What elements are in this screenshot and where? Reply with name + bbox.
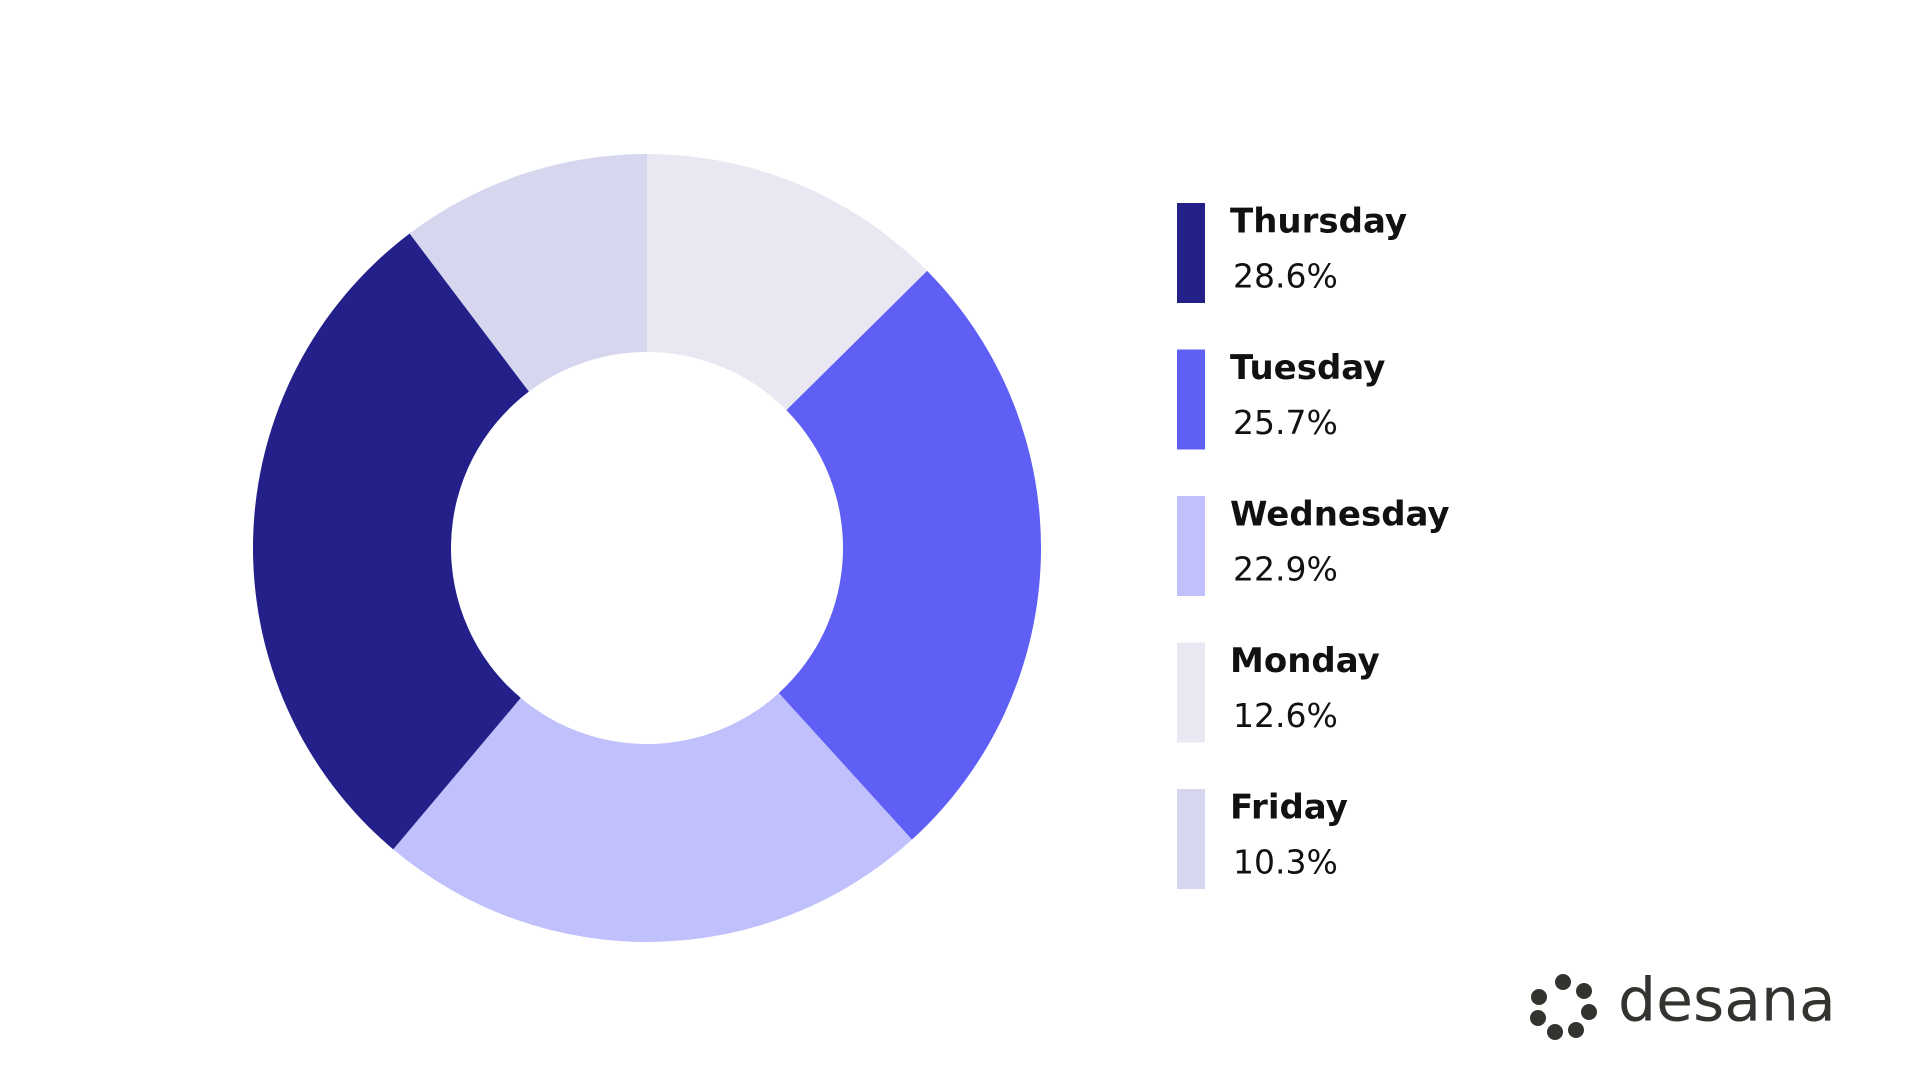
logo-dot	[1555, 974, 1571, 990]
legend-swatch	[1177, 349, 1205, 450]
legend-label: Monday	[1230, 641, 1380, 681]
legend-value: 22.9%	[1233, 550, 1338, 589]
slice	[252, 233, 529, 850]
logo-dot	[1530, 1010, 1546, 1026]
slice	[409, 154, 647, 392]
slice	[647, 154, 928, 411]
slice	[393, 693, 912, 942]
legend-label: Thursday	[1230, 202, 1407, 242]
legend-value: 28.6%	[1233, 257, 1338, 296]
legend-value: 25.7%	[1233, 403, 1338, 442]
legend-label: Friday	[1230, 788, 1348, 828]
legend-label: Wednesday	[1230, 495, 1450, 535]
legend-swatch	[1177, 642, 1205, 743]
logo: desana	[1530, 966, 1836, 1040]
legend-label: Tuesday	[1230, 348, 1385, 388]
logo-dot	[1581, 1004, 1597, 1020]
logo-dot	[1576, 983, 1592, 999]
logo-text: desana	[1618, 966, 1836, 1036]
legend-swatch	[1177, 496, 1205, 596]
legend-swatch	[1177, 789, 1205, 889]
logo-dot	[1568, 1022, 1584, 1038]
legend-value: 12.6%	[1233, 696, 1338, 735]
logo-dot	[1531, 989, 1547, 1005]
logo-dot	[1547, 1024, 1563, 1040]
legend-swatch	[1177, 203, 1205, 303]
legend-value: 10.3%	[1233, 843, 1338, 882]
slice	[778, 270, 1041, 840]
